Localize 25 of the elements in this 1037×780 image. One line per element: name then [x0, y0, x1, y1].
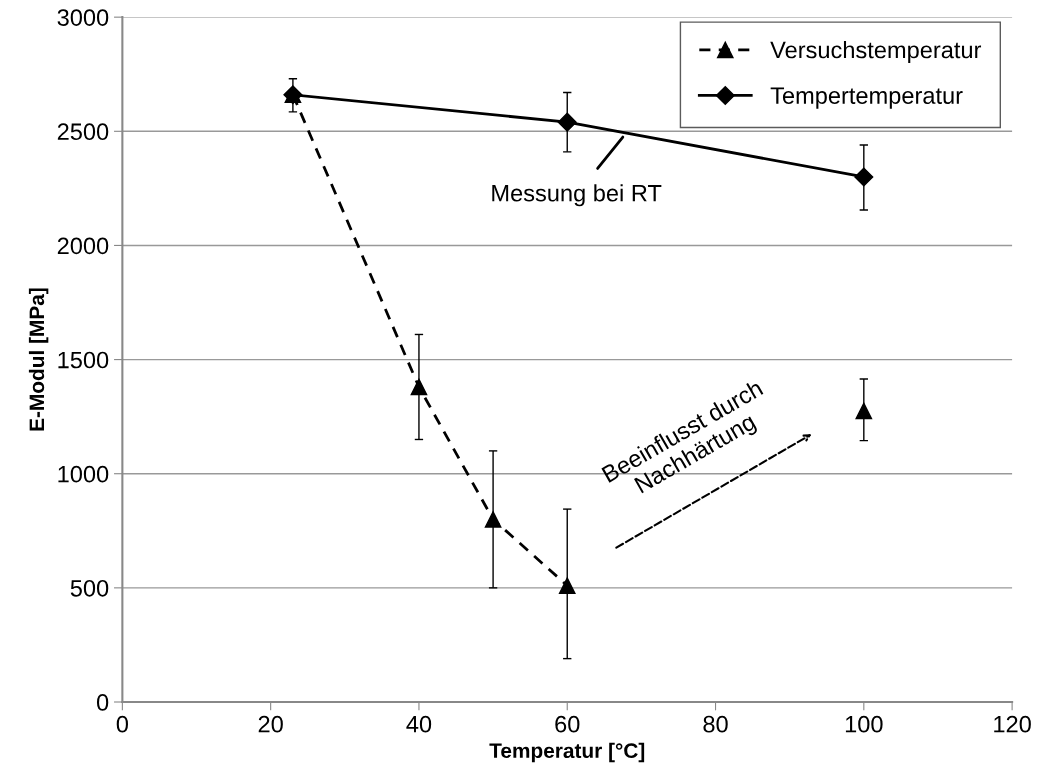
- point: [558, 577, 576, 594]
- x-tick-label: 40: [406, 715, 432, 733]
- y-tick-label: 2000: [57, 237, 109, 255]
- legend-label: Versuchstemperatur: [770, 41, 982, 64]
- legend-label: Tempertemperatur: [770, 87, 963, 109]
- point: [410, 378, 428, 396]
- x-tick-label: 80: [703, 715, 728, 733]
- y-tick-label: 1000: [58, 465, 109, 483]
- y-tick-label: 500: [70, 579, 109, 597]
- point: [854, 167, 874, 187]
- x-tick-label: 120: [994, 715, 1031, 733]
- point: [855, 402, 873, 420]
- y-axis-title: E-Modul [MPa]: [28, 288, 49, 431]
- y-tick-label: 3000: [57, 9, 109, 26]
- y-tick-label: 2500: [57, 123, 109, 141]
- y-tick-label: 1500: [58, 351, 109, 369]
- point: [557, 112, 577, 132]
- annotation: Messung bei RT: [492, 184, 662, 207]
- x-tick-label: 20: [258, 715, 283, 733]
- point: [484, 511, 502, 528]
- x-axis-title: Temperatur [°C]: [489, 742, 645, 763]
- y-tick-label: 0: [96, 694, 109, 711]
- x-tick-label: 100: [845, 715, 883, 733]
- x-tick-label: 60: [555, 715, 580, 733]
- x-tick-label: 0: [116, 715, 129, 733]
